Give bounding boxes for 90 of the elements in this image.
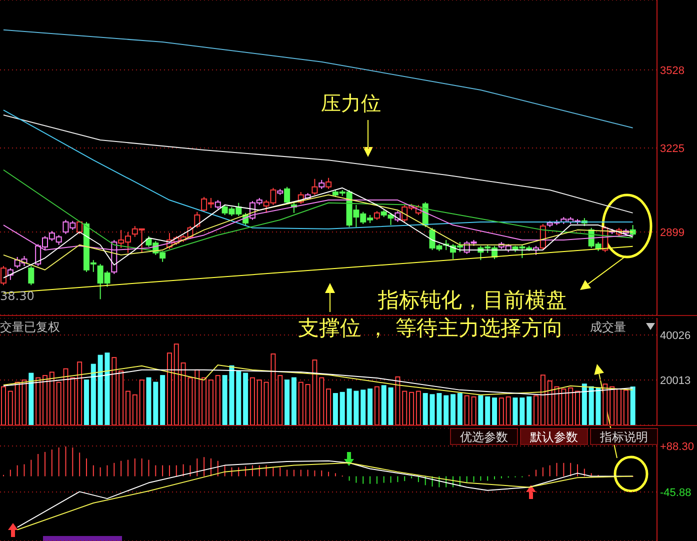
- bar: [278, 375, 283, 425]
- bar: [360, 390, 366, 425]
- chart-title: 交量已复权: [0, 319, 60, 336]
- bar: [243, 372, 248, 425]
- bar: [444, 395, 449, 425]
- annotation: 压力位: [321, 90, 381, 117]
- bar: [8, 390, 13, 425]
- bar: [506, 396, 511, 425]
- bar: [146, 377, 152, 425]
- y-tick-label: -45.88: [660, 487, 692, 499]
- bar: [84, 380, 89, 425]
- bar: [478, 395, 484, 425]
- bar: [492, 398, 498, 425]
- bar: [118, 370, 124, 425]
- bar: [125, 390, 130, 425]
- bar: [485, 396, 490, 425]
- bar: [298, 382, 304, 425]
- y-tick-label: 2899: [660, 226, 684, 239]
- y-tick-label: +88.30: [660, 441, 694, 453]
- bar: [319, 377, 324, 425]
- bar: [381, 385, 386, 425]
- bar: [42, 375, 48, 425]
- bar: [416, 390, 421, 425]
- bar: [616, 388, 622, 425]
- bar: [534, 395, 539, 425]
- bar: [464, 395, 470, 425]
- bar: [422, 393, 428, 425]
- bar: [457, 393, 462, 425]
- bar: [77, 362, 82, 425]
- bar: [194, 369, 200, 425]
- bar: [395, 376, 400, 425]
- bar: [284, 380, 290, 425]
- bar: [368, 388, 373, 425]
- bar: [471, 396, 476, 425]
- bar: [568, 387, 574, 425]
- bar: [90, 364, 96, 425]
- line-series: [2, 364, 634, 396]
- line-series: [2, 29, 634, 128]
- bar: [374, 386, 380, 425]
- bar: [202, 377, 207, 425]
- bar: [623, 390, 628, 425]
- bar: [450, 394, 456, 425]
- bar: [575, 390, 580, 425]
- bar: [610, 386, 615, 425]
- y-tick-label: 3225: [660, 142, 684, 155]
- annotation: 默认参数: [520, 428, 588, 445]
- annotation: 指标钝化，目前横盘: [378, 287, 567, 314]
- bar: [340, 392, 345, 425]
- bar: [526, 396, 532, 425]
- bar: [112, 357, 117, 425]
- y-tick-label: 20013: [660, 375, 691, 388]
- bar: [291, 377, 296, 425]
- bar: [332, 393, 338, 425]
- bar: [166, 352, 172, 425]
- annotation: 优选参数: [450, 428, 518, 445]
- bar: [132, 394, 138, 425]
- bar: [28, 372, 34, 425]
- bar: [236, 370, 242, 425]
- bar: [602, 384, 608, 425]
- y-tick-label: 40026: [660, 330, 691, 342]
- bar: [630, 386, 636, 425]
- line-series: [2, 187, 634, 278]
- annotation: 38.30: [0, 289, 34, 303]
- bar: [70, 377, 76, 425]
- bar: [588, 386, 594, 425]
- bar: [498, 398, 504, 425]
- bar: [160, 375, 166, 425]
- line-series: [2, 369, 634, 396]
- annotation: 支撑位 ， 等待主力选择方向: [298, 315, 564, 342]
- bar: [402, 390, 408, 425]
- bar: [49, 372, 54, 425]
- bar: [409, 392, 414, 425]
- bar: [215, 375, 220, 425]
- bar: [388, 387, 394, 425]
- bar: [582, 384, 587, 425]
- bar: [36, 377, 41, 425]
- bar: [153, 382, 158, 425]
- bar: [208, 380, 214, 425]
- bar: [139, 380, 144, 425]
- bar: [174, 344, 179, 425]
- y-tick-label: 3528: [660, 64, 684, 77]
- bar: [326, 388, 332, 425]
- bar: [596, 387, 601, 425]
- chart-subtitle: 成交量: [590, 319, 626, 336]
- line-series: [2, 114, 634, 214]
- bar: [540, 374, 546, 425]
- bar: [256, 380, 262, 425]
- annotation: 指标说明: [590, 428, 658, 445]
- bar: [547, 380, 552, 425]
- bar: [250, 377, 255, 425]
